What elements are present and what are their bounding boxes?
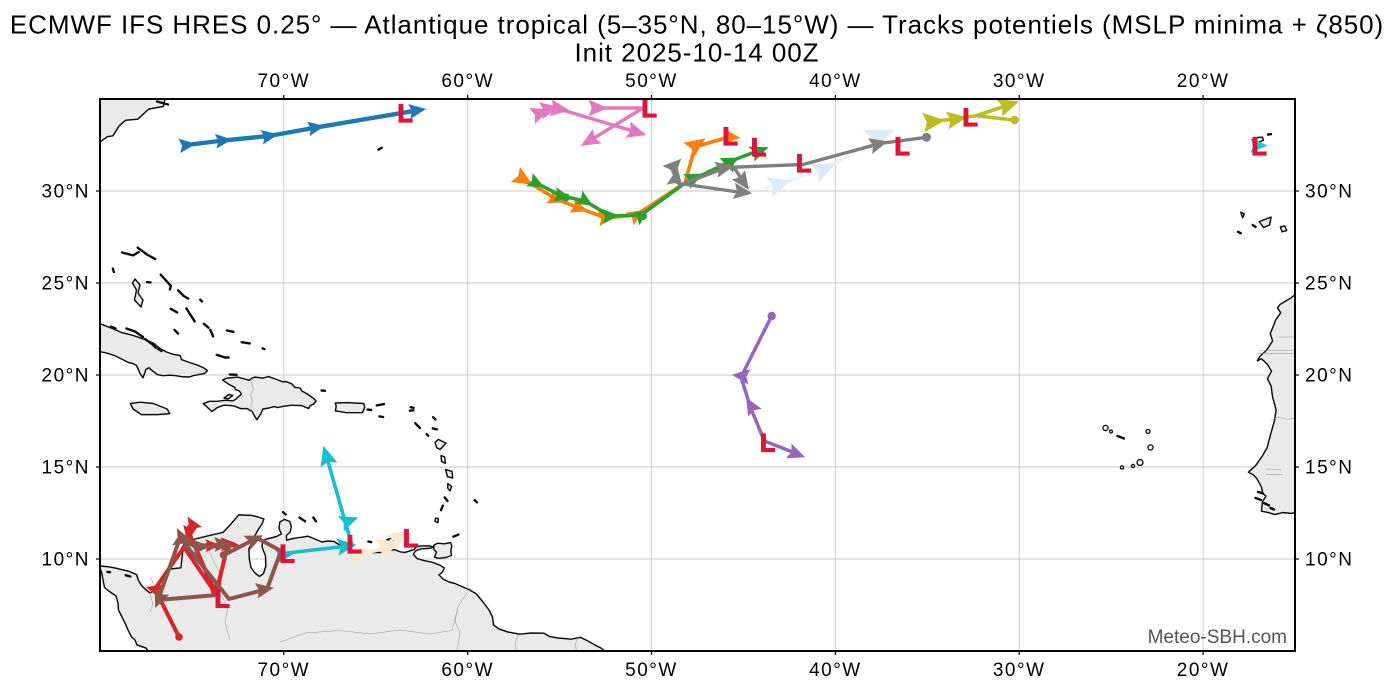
svg-text:20°W: 20°W — [1177, 71, 1230, 92]
svg-text:L: L — [1252, 133, 1267, 161]
svg-text:40°W: 40°W — [809, 660, 862, 681]
svg-text:L: L — [280, 541, 295, 569]
svg-text:60°W: 60°W — [441, 71, 494, 92]
svg-text:L: L — [723, 123, 738, 151]
svg-text:30°N: 30°N — [1305, 182, 1353, 203]
svg-text:25°N: 25°N — [42, 274, 90, 295]
svg-text:L: L — [963, 104, 978, 132]
svg-text:L: L — [642, 95, 657, 123]
svg-text:60°W: 60°W — [441, 660, 494, 681]
svg-text:10°N: 10°N — [42, 550, 90, 571]
svg-text:L: L — [796, 150, 811, 178]
svg-text:20°N: 20°N — [1305, 366, 1353, 387]
svg-text:L: L — [751, 134, 766, 162]
svg-text:L: L — [760, 430, 775, 458]
svg-text:ECMWF IFS HRES 0.25° — Atlanti: ECMWF IFS HRES 0.25° — Atlantique tropic… — [10, 10, 1384, 40]
svg-text:30°W: 30°W — [993, 660, 1046, 681]
svg-text:15°N: 15°N — [42, 458, 90, 479]
svg-text:10°N: 10°N — [1305, 550, 1353, 571]
svg-text:L: L — [398, 100, 413, 128]
svg-text:70°W: 70°W — [257, 660, 310, 681]
svg-text:Init 2025-10-14 00Z: Init 2025-10-14 00Z — [575, 38, 820, 68]
svg-text:30°N: 30°N — [42, 182, 90, 203]
svg-text:20°W: 20°W — [1177, 660, 1230, 681]
svg-text:30°W: 30°W — [993, 71, 1046, 92]
svg-text:L: L — [215, 586, 230, 614]
svg-text:70°W: 70°W — [257, 71, 310, 92]
svg-text:L: L — [347, 531, 362, 559]
svg-text:50°W: 50°W — [625, 660, 678, 681]
svg-text:Meteo-SBH.com: Meteo-SBH.com — [1148, 627, 1287, 648]
svg-text:50°W: 50°W — [625, 71, 678, 92]
svg-text:25°N: 25°N — [1305, 274, 1353, 295]
svg-text:L: L — [403, 525, 418, 553]
svg-text:15°N: 15°N — [1305, 458, 1353, 479]
svg-text:L: L — [895, 133, 910, 161]
svg-text:40°W: 40°W — [809, 71, 862, 92]
svg-text:20°N: 20°N — [42, 366, 90, 387]
